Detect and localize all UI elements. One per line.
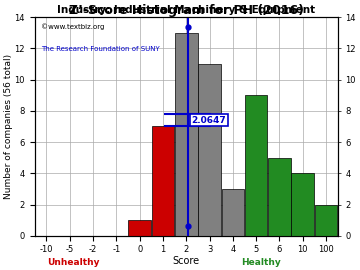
Text: ©www.textbiz.org: ©www.textbiz.org (41, 24, 104, 31)
Bar (292, 173, 314, 236)
Bar (221, 189, 244, 236)
X-axis label: Score: Score (173, 256, 200, 266)
Y-axis label: Number of companies (56 total): Number of companies (56 total) (4, 54, 13, 199)
Text: Industry: Industrial Machinery & Equipment: Industry: Industrial Machinery & Equipme… (57, 5, 315, 15)
Text: The Research Foundation of SUNY: The Research Foundation of SUNY (41, 46, 159, 52)
Bar (152, 126, 174, 236)
Bar (128, 220, 151, 236)
Text: Unhealthy: Unhealthy (47, 258, 99, 267)
Title: Z’-Score Histogram for PH (2016): Z’-Score Histogram for PH (2016) (69, 4, 304, 17)
Bar (175, 33, 198, 236)
Bar (315, 204, 337, 236)
Text: Healthy: Healthy (241, 258, 281, 267)
Bar (245, 95, 267, 236)
Text: 2.0647: 2.0647 (191, 116, 226, 125)
Bar (268, 158, 291, 236)
Bar (198, 64, 221, 236)
